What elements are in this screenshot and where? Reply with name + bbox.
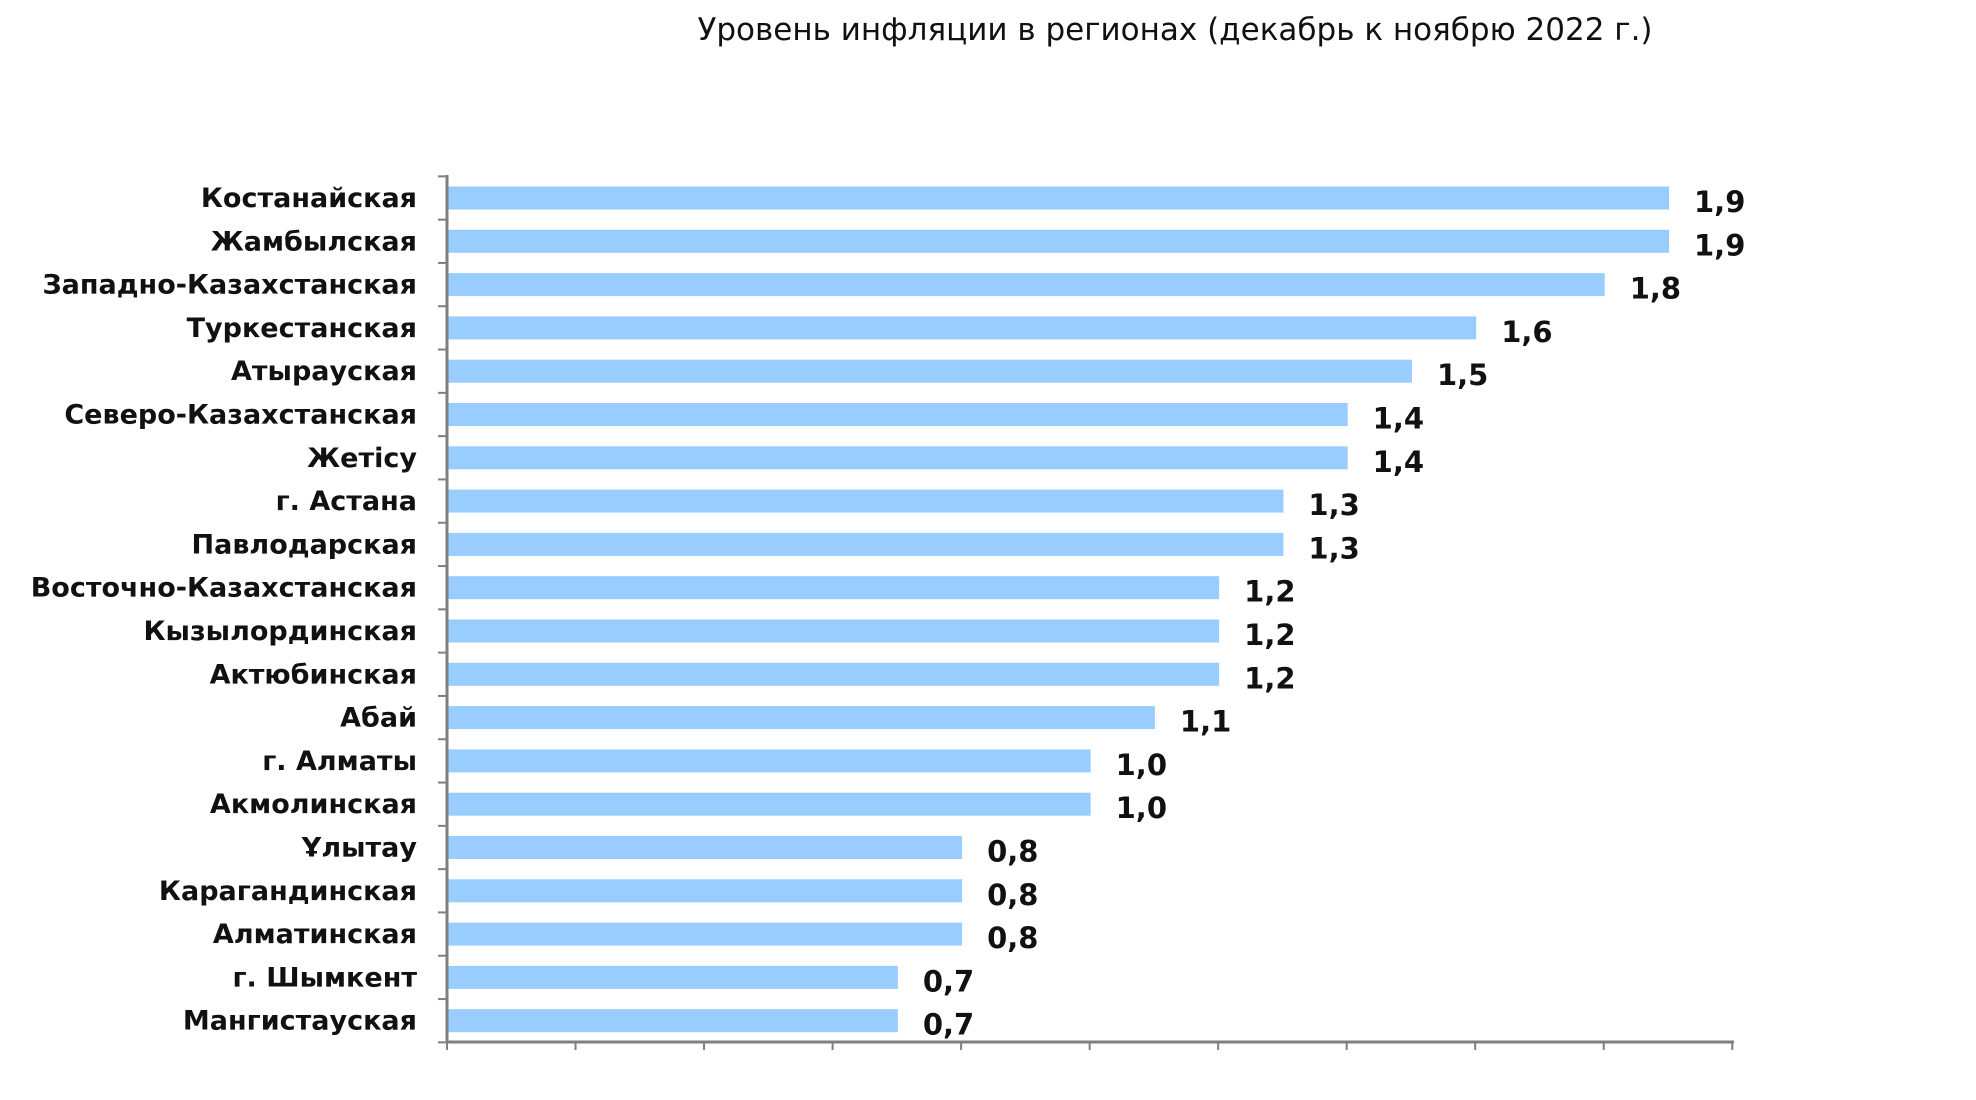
chart-title: Уровень инфляции в регионах (декабрь к н… [697, 12, 1653, 48]
value-label: 1,0 [1116, 791, 1167, 825]
category-label: Актюбинская [210, 659, 417, 690]
bar [448, 273, 1605, 297]
value-label: 1,5 [1437, 358, 1488, 392]
category-label: г. Шымкент [232, 962, 417, 993]
value-label: 1,9 [1694, 185, 1745, 219]
value-label: 1,4 [1373, 402, 1424, 436]
value-label: 1,2 [1244, 661, 1295, 695]
category-label: Костанайская [201, 183, 417, 214]
category-label: г. Алматы [262, 746, 417, 777]
value-label: 0,7 [923, 1008, 974, 1042]
value-label: 1,3 [1308, 531, 1359, 565]
labels-layer: Костанайская 1,9 Жамбылская 1,9 Западно-Каза… [31, 183, 1746, 1042]
value-label: 1,3 [1308, 488, 1359, 522]
category-label: Туркестанская [187, 313, 417, 344]
bar [448, 316, 1477, 340]
value-label: 1,2 [1244, 618, 1295, 652]
bar [448, 403, 1348, 426]
bar [448, 489, 1284, 513]
bar [448, 446, 1348, 470]
axis-layer [438, 175, 1734, 1050]
bar [448, 662, 1220, 686]
category-label: Жетісу [307, 443, 417, 474]
category-label: Северо-Казахстанская [64, 400, 417, 431]
value-label: 1,2 [1244, 575, 1295, 609]
value-label: 0,8 [987, 835, 1038, 869]
category-label: г. Астана [276, 486, 417, 517]
bar [448, 186, 1669, 210]
value-label: 1,8 [1630, 272, 1681, 306]
value-label: 1,6 [1501, 315, 1552, 349]
category-label: Жамбылская [211, 226, 417, 257]
bar [448, 532, 1284, 556]
category-label: Акмолинская [210, 789, 417, 820]
category-label: Алматинская [213, 919, 417, 950]
value-label: 0,8 [987, 921, 1038, 955]
value-label: 0,7 [923, 964, 974, 998]
value-label: 1,1 [1180, 705, 1231, 739]
bar [448, 792, 1091, 816]
bar [448, 576, 1220, 600]
bar [448, 706, 1155, 730]
bar [448, 879, 963, 903]
category-label: Абай [340, 703, 417, 734]
bar [448, 922, 963, 946]
value-label: 1,9 [1694, 228, 1745, 262]
bar [448, 229, 1669, 253]
category-label: Восточно-Казахстанская [31, 573, 417, 604]
category-label: Атырауская [231, 356, 417, 387]
category-label: Мангистауская [183, 1006, 417, 1037]
value-label: 1,4 [1373, 445, 1424, 479]
category-label: Ұлытау [301, 833, 418, 864]
value-label: 1,0 [1116, 748, 1167, 782]
bar [448, 965, 898, 989]
bar [448, 836, 963, 859]
category-label: Павлодарская [192, 529, 417, 560]
bar [448, 749, 1091, 773]
category-label: Западно-Казахстанская [42, 270, 417, 301]
category-label: Карагандинская [159, 876, 417, 907]
value-label: 0,8 [987, 878, 1038, 912]
category-label: Кызылординская [143, 616, 417, 647]
bar [448, 619, 1220, 643]
bars-layer [448, 186, 1669, 1033]
bar [448, 1009, 898, 1033]
bar [448, 359, 1412, 383]
